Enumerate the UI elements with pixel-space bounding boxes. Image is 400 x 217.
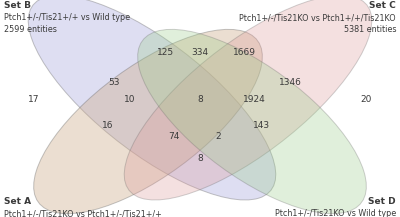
Text: Set B: Set B [4, 1, 31, 10]
Text: 143: 143 [254, 121, 270, 130]
Ellipse shape [34, 29, 262, 214]
Text: Set D: Set D [368, 197, 396, 206]
Text: 1346: 1346 [278, 78, 302, 87]
Ellipse shape [28, 0, 276, 200]
Text: 334: 334 [192, 48, 208, 57]
Text: 8: 8 [197, 95, 203, 104]
Text: Ptch1+/-/Tis21KO vs Wild type: Ptch1+/-/Tis21KO vs Wild type [275, 209, 396, 217]
Text: Ptch1+/-/Tis21KO vs Ptch1+/+/Tis21KO: Ptch1+/-/Tis21KO vs Ptch1+/+/Tis21KO [239, 13, 396, 22]
Text: 17: 17 [28, 95, 40, 104]
Ellipse shape [124, 0, 372, 200]
Text: 53: 53 [108, 78, 120, 87]
Text: 16: 16 [102, 121, 114, 130]
Text: 125: 125 [158, 48, 174, 57]
Text: 10: 10 [124, 95, 136, 104]
Text: Ptch1+/-/Tis21KO vs Ptch1+/-/Tis21+/+: Ptch1+/-/Tis21KO vs Ptch1+/-/Tis21+/+ [4, 209, 162, 217]
Text: 5381 entities: 5381 entities [344, 25, 396, 34]
Text: Ptch1+/-/Tis21+/+ vs Wild type: Ptch1+/-/Tis21+/+ vs Wild type [4, 13, 130, 22]
Text: 2: 2 [215, 132, 221, 141]
Text: 2599 entities: 2599 entities [4, 25, 57, 34]
Text: 74: 74 [168, 132, 180, 141]
Ellipse shape [138, 29, 366, 214]
Text: 8: 8 [197, 154, 203, 163]
Text: 1924: 1924 [243, 95, 265, 104]
Text: Set A: Set A [4, 197, 31, 206]
Text: Set C: Set C [369, 1, 396, 10]
Text: 1669: 1669 [232, 48, 256, 57]
Text: 20: 20 [360, 95, 372, 104]
